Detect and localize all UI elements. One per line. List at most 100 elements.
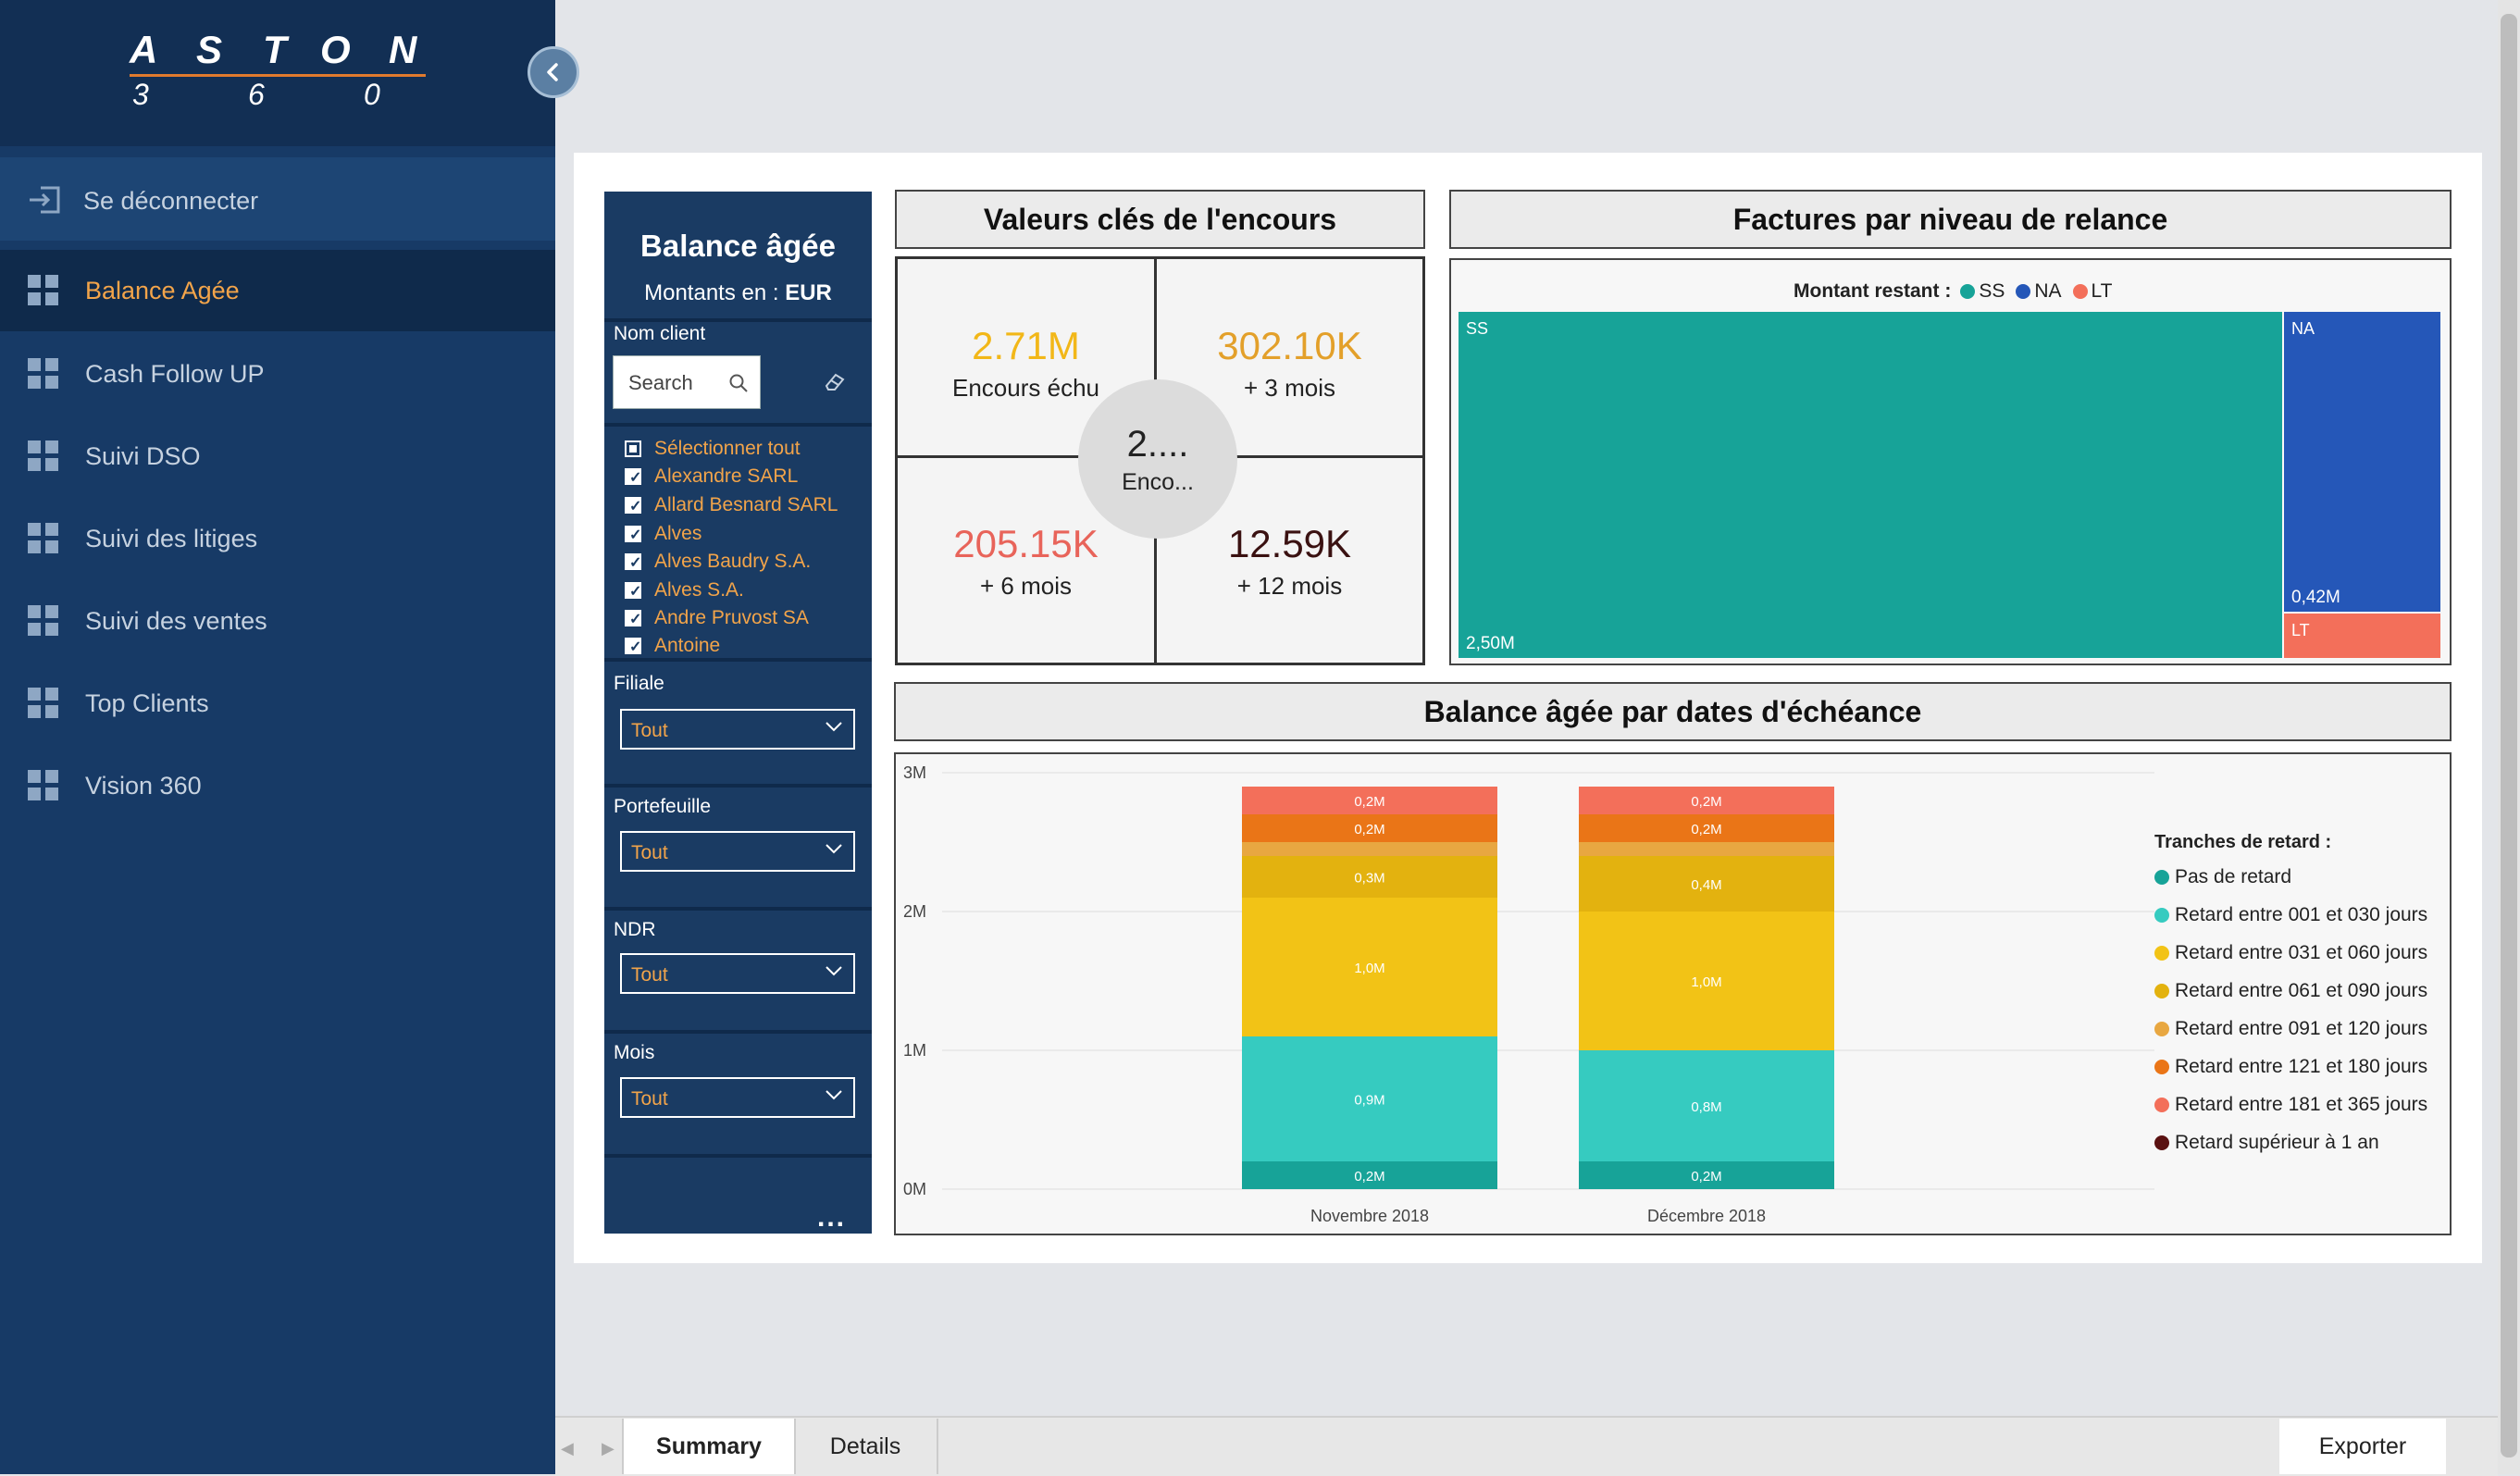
logo-letter: A (130, 28, 158, 71)
chart-card: 0M 1M 2M 3M 0,2M 0,9M 1,0M 0,3M 0,2M 0,2M Novembre… (894, 752, 2452, 1235)
tab-scroll-right-icon[interactable]: ▶ (602, 1439, 614, 1457)
divider (604, 423, 872, 427)
bar-segment (1579, 1050, 1834, 1161)
client-checkbox[interactable]: ✓ Alexandre SARL (625, 463, 798, 490)
kpi-label: + 3 mois (1244, 374, 1335, 402)
ndr-dropdown[interactable]: Tout (620, 953, 855, 994)
kpi-6-mois: 205.15K + 6 mois (898, 522, 1154, 601)
nav-item-suivi-dso[interactable]: Suivi DSO (0, 416, 555, 497)
nav-item-cash-follow-up[interactable]: Cash Follow UP (0, 333, 555, 415)
checkbox-checked-icon: ✓ (625, 526, 641, 543)
tab-details[interactable]: Details (794, 1419, 938, 1474)
legend-dot-icon (1960, 284, 1976, 299)
bar-data-label: 0,4M (1691, 877, 1721, 893)
nav-item-label: Balance Agée (85, 276, 240, 304)
client-checkbox[interactable]: ✓ Andre Pruvost SA (625, 604, 809, 632)
treemap-tile-na[interactable]: NA 0,42M (2284, 312, 2440, 612)
page-tab-bar (555, 1416, 2498, 1476)
logo-letter: T (263, 28, 287, 71)
kpi-encours-echu: 2.71M Encours échu (898, 324, 1154, 403)
more-options-icon[interactable]: ... (817, 1202, 847, 1233)
tab-summary[interactable]: Summary (622, 1419, 796, 1474)
nav-item-label: Vision 360 (85, 771, 202, 800)
export-button[interactable]: Exporter (2279, 1419, 2446, 1474)
filter-panel-title: Balance âgée (640, 229, 836, 263)
eraser-icon[interactable] (823, 370, 847, 392)
search-placeholder: Search (628, 371, 693, 394)
x-tick-label: Décembre 2018 (1647, 1207, 1766, 1225)
kpi-total-label: Enco... (1122, 469, 1194, 495)
bar-data-label: 1,0M (1354, 961, 1384, 976)
filiale-dropdown[interactable]: Tout (620, 709, 855, 750)
logo-letter: O (320, 28, 351, 71)
treemap-tile-lt[interactable]: LT (2284, 614, 2440, 658)
nav-item-suivi-ventes[interactable]: Suivi des ventes (0, 580, 555, 662)
client-checkbox[interactable]: ✓ Allard Besnard SARL (625, 491, 838, 519)
chevron-down-icon (826, 966, 842, 976)
legend-item[interactable]: Retard entre 121 et 180 jours (2154, 1048, 2427, 1085)
logo: A S T O N 3 6 0 (0, 0, 555, 146)
collapse-sidebar-button[interactable] (528, 46, 579, 98)
mois-dropdown[interactable]: Tout (620, 1077, 855, 1118)
tab-scroll-left-icon[interactable]: ◀ (561, 1439, 574, 1457)
nav-item-balance-agee[interactable]: Balance Agée (0, 250, 555, 331)
client-checkbox[interactable]: ✓ Alves (625, 520, 701, 548)
bar-data-label: 0,2M (1691, 794, 1721, 810)
checkbox-checked-icon: ✓ (625, 582, 641, 600)
dropdown-value: Tout (631, 720, 668, 741)
tile-value: 2,50M (1466, 634, 1515, 653)
nav-item-suivi-litiges[interactable]: Suivi des litiges (0, 498, 555, 579)
treemap-tile-ss[interactable]: SS 2,50M (1459, 312, 2282, 658)
checkbox-label: Sélectionner tout (654, 438, 801, 459)
nav-item-vision-360[interactable]: Vision 360 (0, 745, 555, 826)
logout-button[interactable]: Se déconnecter (0, 157, 555, 241)
sidebar (0, 0, 555, 1474)
portefeuille-dropdown[interactable]: Tout (620, 831, 855, 872)
legend-item[interactable]: Retard supérieur à 1 an (2154, 1123, 2427, 1161)
select-all-checkbox[interactable]: Sélectionner tout (625, 435, 801, 463)
nav-item-top-clients[interactable]: Top Clients (0, 663, 555, 744)
client-filter-label: Nom client (614, 323, 706, 344)
tile-value: 0,42M (2291, 588, 2340, 607)
checkbox-label: Alves Baudry S.A. (654, 551, 812, 572)
legend-item[interactable]: Retard entre 061 et 090 jours (2154, 972, 2427, 1010)
bar-data-label: 1,0M (1691, 974, 1721, 990)
legend-item[interactable]: SS (1979, 280, 2005, 302)
dropdown-value: Tout (631, 964, 668, 986)
legend-item[interactable]: Retard entre 181 et 365 jours (2154, 1085, 2427, 1123)
export-label: Exporter (2318, 1433, 2407, 1459)
divider (604, 318, 872, 322)
scrollbar-thumb[interactable] (2501, 14, 2517, 1457)
legend-item[interactable]: LT (2091, 280, 2113, 302)
client-checkbox[interactable]: ✓ Alves Baudry S.A. (625, 548, 811, 576)
tile-name: LT (2291, 621, 2310, 639)
checkbox-checked-icon: ✓ (625, 468, 641, 486)
legend-item[interactable]: Retard entre 001 et 030 jours (2154, 896, 2427, 934)
legend-label: Retard entre 061 et 090 jours (2175, 979, 2428, 1001)
legend-item[interactable]: Pas de retard (2154, 858, 2427, 896)
checkbox-partial-icon (625, 440, 641, 457)
client-search-input[interactable]: Search (613, 355, 761, 409)
logo-number: 3 (132, 78, 149, 111)
bar-data-label: 0,2M (1354, 1169, 1384, 1185)
y-tick-label: 0M (903, 1180, 926, 1198)
legend-item[interactable]: NA (2034, 280, 2062, 302)
tile-name: NA (2291, 319, 2315, 338)
search-icon (729, 374, 748, 392)
kpi-value: 302.10K (1217, 324, 1362, 367)
legend-item[interactable]: Retard entre 091 et 120 jours (2154, 1010, 2427, 1048)
mois-label: Mois (614, 1042, 655, 1063)
legend-dot-icon (2154, 907, 2169, 923)
y-tick-label: 3M (903, 763, 926, 782)
legend-dot-icon (2154, 869, 2169, 885)
nav-item-label: Suivi des litiges (85, 524, 258, 552)
bar-segment (1242, 787, 1497, 814)
client-checkbox[interactable]: ✓ Antoine (625, 632, 720, 660)
kpi-label: + 6 mois (980, 572, 1072, 600)
kpi-value: 205.15K (953, 522, 1099, 565)
client-checkbox[interactable]: ✓ Alves S.A. (625, 577, 744, 604)
kpi-3-mois: 302.10K + 3 mois (1157, 324, 1422, 403)
tab-label: Summary (656, 1433, 762, 1459)
tile-name: SS (1466, 319, 1489, 338)
legend-item[interactable]: Retard entre 031 et 060 jours (2154, 934, 2427, 972)
